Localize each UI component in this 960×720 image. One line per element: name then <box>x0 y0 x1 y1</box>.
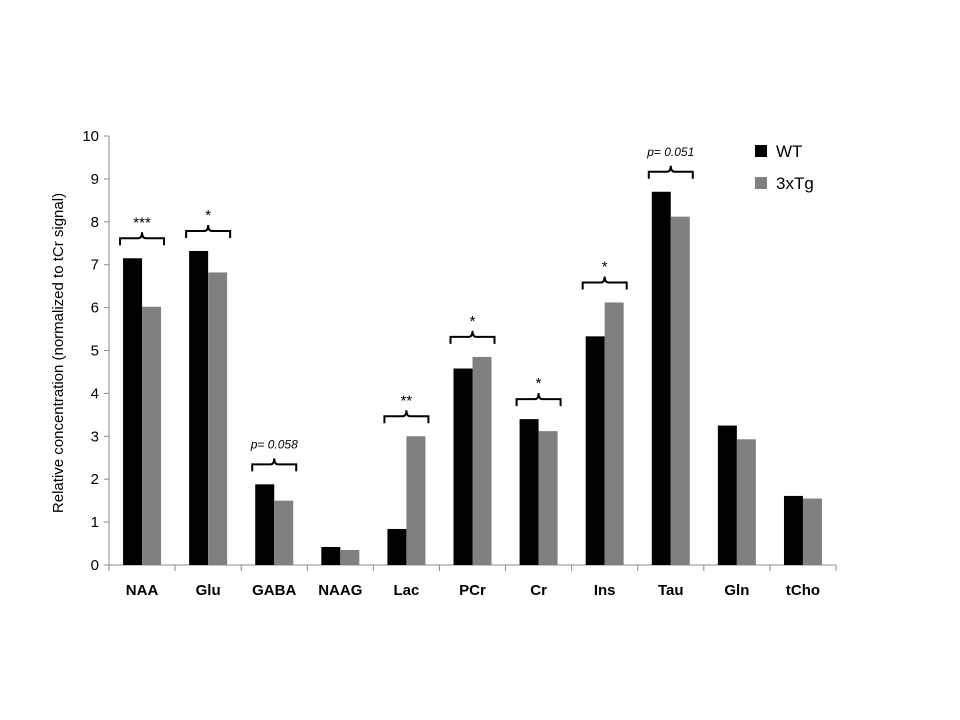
category-label: GABA <box>252 582 296 599</box>
y-tick-label: 1 <box>91 514 99 531</box>
significance-bracket <box>251 458 298 472</box>
bar-3xTg-Cr <box>538 431 558 565</box>
bar-3xTg-Tau <box>670 216 690 566</box>
bar-3xTg-Glu <box>208 272 228 565</box>
significance-bracket <box>515 393 562 407</box>
bar-3xTg-Ins <box>604 302 624 565</box>
bars <box>123 191 822 566</box>
category-label: Tau <box>658 582 684 599</box>
bar-WT-Gln <box>717 425 737 565</box>
bar-3xTg-Gln <box>736 439 756 565</box>
significance-stars: * <box>536 375 542 392</box>
bar-WT-tCho <box>783 495 803 565</box>
y-tick-label: 3 <box>91 428 99 445</box>
bar-WT-NAA <box>123 258 143 565</box>
p-value-label: p= 0.058 <box>250 437 298 451</box>
significance-annotations: *** *p= 0.058*****p= 0.051 <box>119 145 694 472</box>
significance-stars: * <box>205 207 211 224</box>
category-label: Ins <box>594 582 616 599</box>
y-tick-label: 7 <box>91 257 99 274</box>
bar-WT-Cr <box>519 419 539 565</box>
y-tick-label: 0 <box>91 557 99 574</box>
category-label: NAA <box>126 582 159 599</box>
significance-stars: * <box>602 258 608 275</box>
y-tick-label: 6 <box>91 300 99 317</box>
bar-WT-GABA <box>255 484 275 565</box>
bar-3xTg-NAAG <box>340 549 360 565</box>
significance-stars: * <box>470 313 476 330</box>
bar-3xTg-tCho <box>802 498 822 565</box>
legend-label-3xTg: 3xTg <box>776 174 814 193</box>
p-value-label: p= 0.051 <box>646 145 694 159</box>
y-tick-label: 5 <box>91 343 99 360</box>
bar-WT-Tau <box>651 191 671 565</box>
significance-bracket <box>647 165 694 179</box>
category-label: NAAG <box>318 582 362 599</box>
y-tick-label: 2 <box>91 471 99 488</box>
y-ticks: 0 1 2 3 4 5 6 7 8 9 10 <box>82 128 109 574</box>
y-tick-label: 10 <box>82 128 99 145</box>
bar-WT-NAAG <box>321 546 341 565</box>
x-ticks: NAA Glu GABA NAAG Lac PCr Cr Ins Tau Gln tCho <box>108 565 837 599</box>
y-tick-label: 9 <box>91 171 99 188</box>
category-label: Glu <box>196 582 221 599</box>
significance-bracket <box>449 330 496 344</box>
bar-WT-Glu <box>189 250 209 566</box>
y-tick-label: 8 <box>91 214 99 231</box>
bar-3xTg-Lac <box>406 436 426 565</box>
bar-3xTg-NAA <box>142 306 162 565</box>
significance-stars: *** <box>133 214 151 231</box>
legend: WT 3xTg <box>755 142 814 193</box>
legend-label-WT: WT <box>776 142 802 161</box>
category-label: tCho <box>786 582 820 599</box>
bar-WT-Lac <box>387 528 407 565</box>
significance-bracket <box>185 224 232 238</box>
y-axis-label: Relative concentration (normalized to tC… <box>50 193 67 513</box>
y-tick-label: 4 <box>91 385 99 402</box>
significance-bracket <box>383 410 430 424</box>
significance-bracket <box>119 232 166 246</box>
bar-3xTg-GABA <box>274 500 294 565</box>
bar-WT-Ins <box>585 336 605 565</box>
significance-stars: ** <box>401 392 413 409</box>
bar-3xTg-PCr <box>472 356 492 565</box>
legend-swatch-WT <box>755 145 767 157</box>
category-label: Cr <box>530 582 547 599</box>
bar-WT-PCr <box>453 368 473 565</box>
category-label: Gln <box>724 582 749 599</box>
category-label: Lac <box>393 582 419 599</box>
category-label: PCr <box>459 582 486 599</box>
significance-bracket <box>581 276 628 290</box>
legend-swatch-3xTg <box>755 177 767 189</box>
